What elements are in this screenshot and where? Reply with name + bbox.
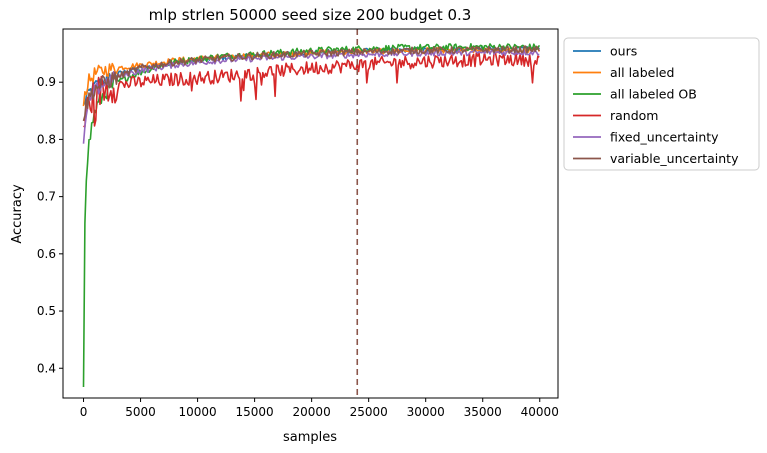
x-tick-label: 20000	[293, 405, 331, 419]
y-tick-label: 0.5	[37, 304, 56, 318]
legend-label: variable_uncertainty	[610, 151, 739, 166]
plot-frame	[62, 28, 559, 399]
series-line-all-labeled	[82, 46, 541, 107]
x-tick-label: 0	[80, 405, 88, 419]
legend-label: random	[610, 108, 658, 123]
x-tick-label: 25000	[350, 405, 388, 419]
series-line-variable-uncertainty	[82, 45, 541, 122]
y-tick-label: 0.6	[37, 247, 56, 261]
x-tick-label: 35000	[464, 405, 502, 419]
series-line-all-labeled-ob	[82, 42, 541, 388]
y-tick-label: 0.9	[37, 75, 56, 89]
legend-label: all labeled	[610, 65, 674, 80]
x-tick-label: 30000	[407, 405, 445, 419]
legend: ours all labeled all labeled OB random fixed…	[563, 37, 760, 171]
x-tick-label: 15000	[236, 405, 274, 419]
y-tick-label: 0.4	[37, 361, 56, 375]
x-axis-label: samples	[283, 430, 337, 445]
x-tick-label: 10000	[178, 405, 216, 419]
legend-box	[563, 37, 760, 171]
y-axis-label: Accuracy	[10, 184, 25, 244]
chart-title: mlp strlen 50000 seed size 200 budget 0.…	[149, 6, 472, 24]
series-line-random	[83, 51, 540, 128]
x-tick-label: 5000	[125, 405, 156, 419]
x-tick-label: 40000	[521, 405, 559, 419]
legend-label: ours	[610, 44, 637, 59]
y-tick-label: 0.8	[37, 132, 56, 146]
legend-label: all labeled OB	[610, 87, 697, 102]
legend-label: fixed_uncertainty	[610, 130, 719, 145]
y-tick-label: 0.7	[37, 190, 56, 204]
